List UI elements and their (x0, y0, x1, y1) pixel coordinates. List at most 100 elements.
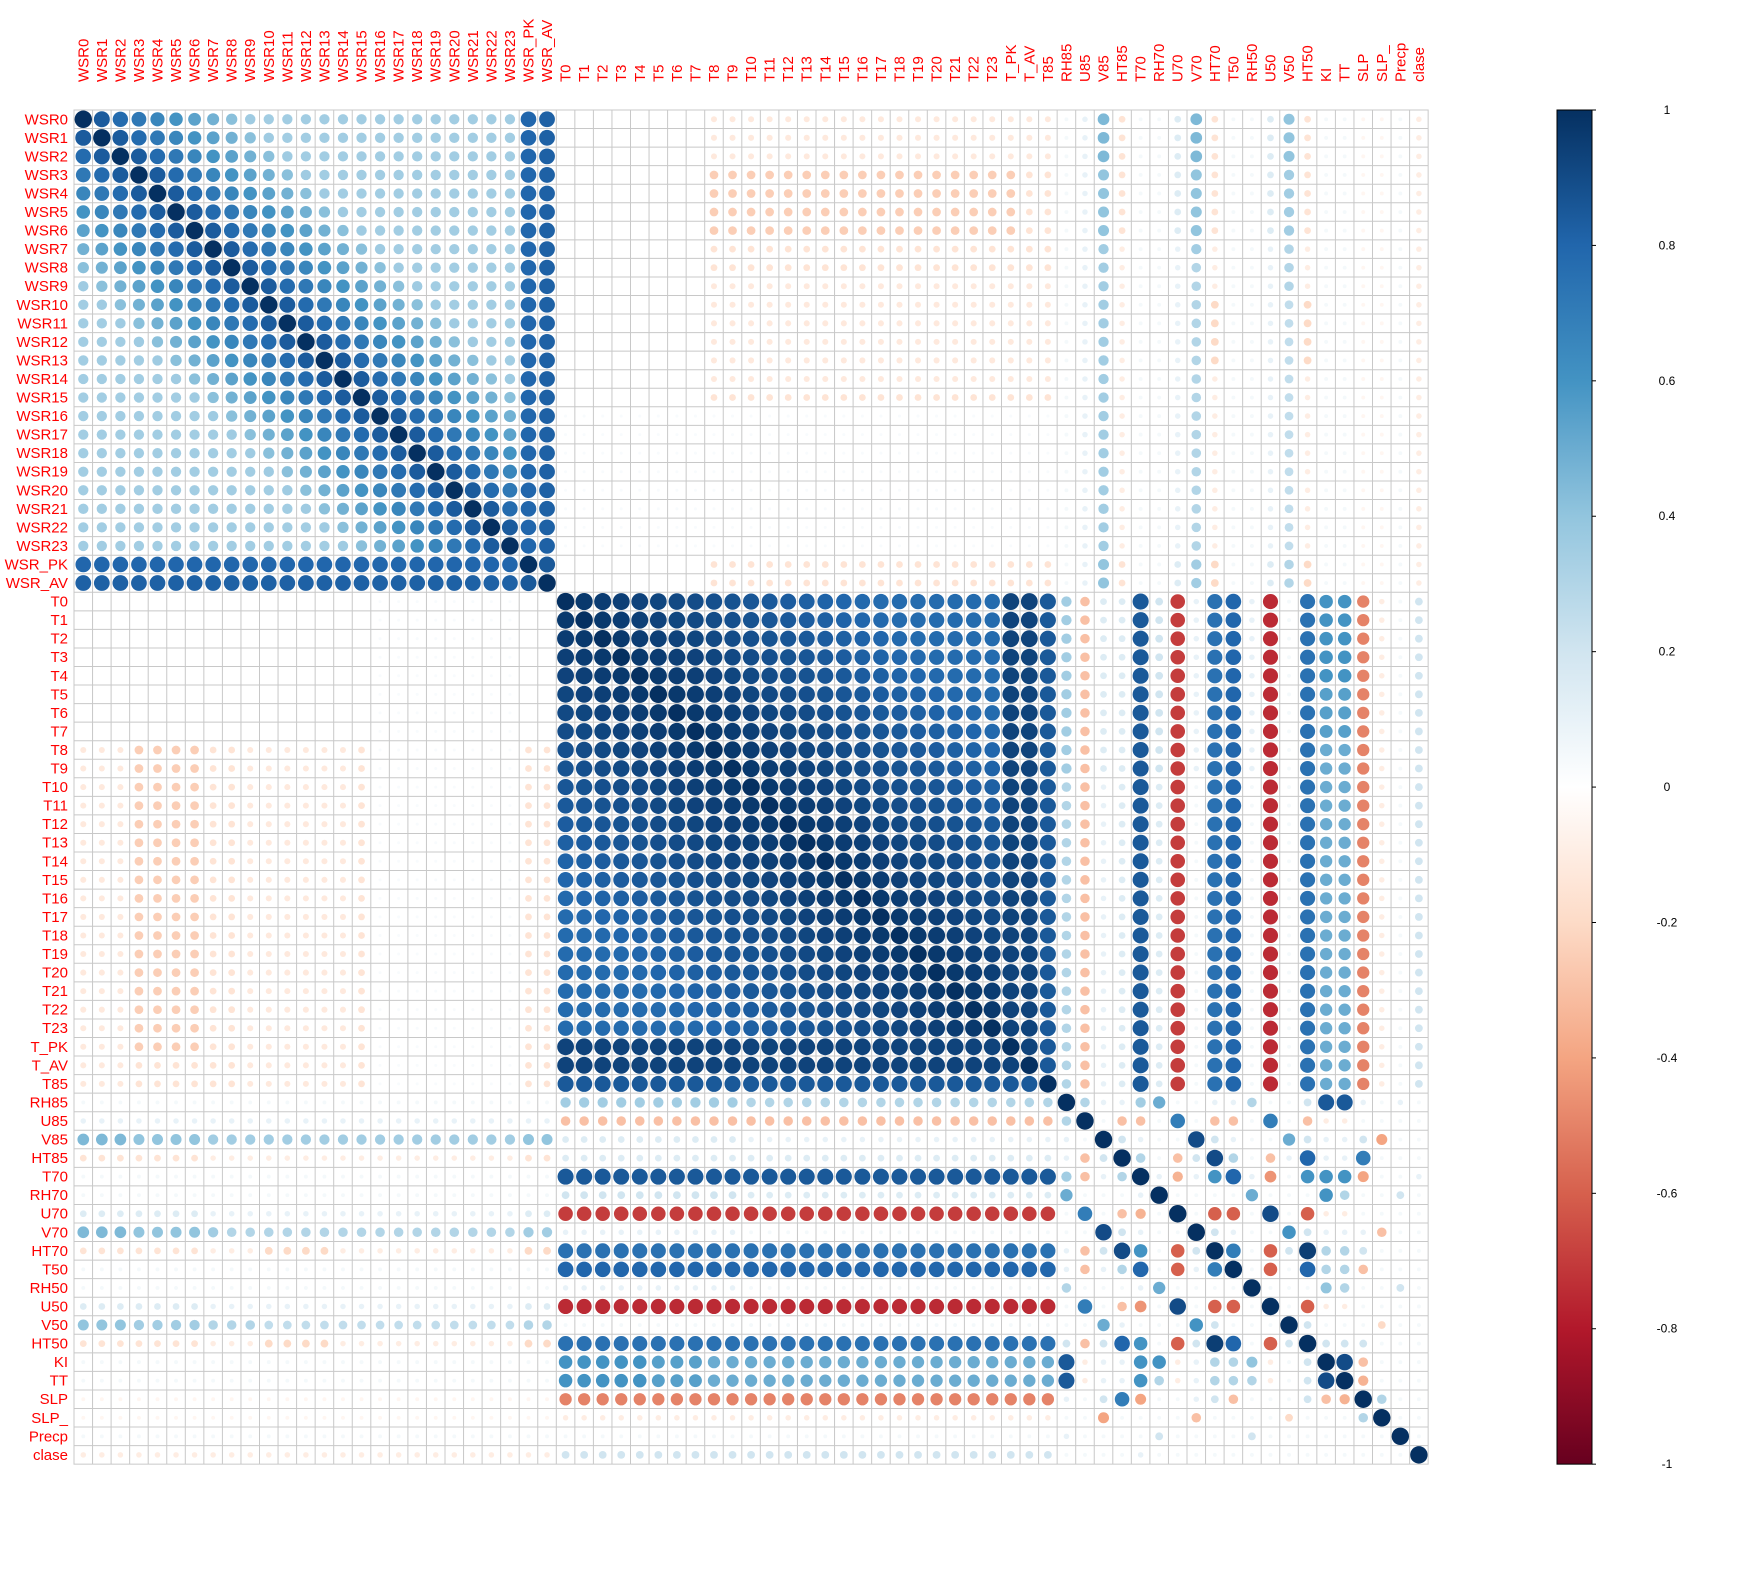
corr-circle-WSR20-TT (1343, 488, 1347, 492)
corr-circle-WSR17-T1 (583, 433, 586, 436)
corr-circle-RH85-WSR5 (174, 1100, 178, 1104)
corr-circle-KI-T13 (801, 1356, 813, 1368)
corr-circle-WSR3-HT70 (1211, 172, 1218, 179)
corr-circle-T23-T50 (1226, 1020, 1242, 1036)
corr-circle-T16-KI (1320, 892, 1332, 904)
corr-circle-V50-V85 (1097, 1319, 1109, 1331)
corr-circle-T7-clase (1415, 728, 1423, 736)
corr-circle-WSR3-HT85 (1119, 172, 1126, 179)
corr-circle-WSR5-TT (1343, 210, 1347, 214)
corr-circle-T10-T5 (650, 779, 667, 796)
corr-circle-HT50-T70 (1134, 1337, 1148, 1351)
corr-circle-WSR5-WSR16 (375, 207, 385, 217)
corr-circle-T11-Precp (1398, 804, 1402, 808)
corr-circle-T11-WSR8 (228, 802, 235, 809)
corr-circle-WSR21-WSR12 (301, 504, 311, 514)
corr-circle-T11-WSR12 (303, 803, 309, 809)
corr-circle-T10-WSR23 (508, 786, 511, 789)
corr-circle-WSR10-V85 (1098, 300, 1108, 310)
corr-circle-T10-WSR13 (321, 784, 327, 790)
corr-circle-WSR_AV-WSR15 (354, 575, 370, 591)
corr-circle-T_PK-TT (1339, 1041, 1351, 1053)
corr-circle-WSR3-WSR5 (168, 167, 183, 182)
corr-circle-HT50-WSR_PK (525, 1340, 533, 1348)
corr-circle-T15-clase (1415, 876, 1423, 884)
corr-circle-T11-T4 (632, 797, 649, 814)
corr-circle-WSR10-HT70 (1211, 301, 1219, 309)
corr-circle-T20-T4 (632, 965, 647, 980)
corr-circle-WSR9-T22 (971, 283, 977, 289)
corr-circle-T16-WSR5 (172, 894, 181, 903)
corr-circle-WSR6-WSR11 (281, 224, 295, 238)
corr-circle-WSR22-V85 (1098, 522, 1108, 532)
corr-circle-T8-T20 (929, 742, 945, 758)
corr-circle-WSR17-T0 (564, 433, 567, 436)
corr-circle-T3-V85 (1100, 654, 1107, 661)
corr-circle-WSR1-WSR14 (338, 133, 348, 143)
corr-circle-T23-WSR13 (321, 1025, 327, 1031)
corr-circle-WSR1-clase (1416, 135, 1422, 141)
corr-circle-T_PK-T18 (891, 1038, 908, 1055)
corr-circle-T22-T22 (965, 1001, 982, 1018)
corr-circle-V70-T19 (916, 1230, 920, 1234)
corr-circle-T6-T10 (743, 704, 760, 721)
corr-circle-WSR12-WSR5 (170, 336, 182, 348)
corr-circle-T10-T6 (668, 779, 685, 796)
corr-circle-WSR1-T10 (748, 135, 754, 141)
corr-circle-WSR20-T14 (824, 489, 827, 492)
corr-circle-WSR9-WSR5 (169, 279, 183, 293)
corr-circle-SLP-WSR17 (397, 1397, 401, 1401)
corr-circle-T11-T0 (558, 798, 574, 814)
corr-circle-T3-clase (1415, 653, 1423, 661)
corr-circle-T6-T2 (594, 704, 611, 721)
corr-circle-WSR3-WSR_PK (521, 167, 537, 183)
corr-circle-T7-WSR21 (471, 730, 474, 733)
corr-circle-T14-T15 (835, 853, 852, 870)
corr-circle-T14-T5 (650, 853, 666, 869)
corr-circle-HT85-RH70 (1157, 1156, 1161, 1160)
corr-circle-WSR14-WSR20 (448, 373, 461, 386)
corr-circle-T6-SLP (1357, 707, 1369, 719)
corr-circle-T8-T9 (724, 741, 741, 758)
corr-circle-WSR7-HT85 (1119, 246, 1125, 252)
corr-circle-SLP_-WSR5 (174, 1416, 178, 1420)
corr-circle-T11-T12 (780, 797, 797, 814)
corr-circle-T15-T11 (761, 871, 778, 888)
corr-circle-WSR2-KI (1324, 154, 1328, 158)
corr-circle-WSR5-WSR10 (262, 205, 276, 219)
corr-circle-T12-T18 (891, 816, 908, 833)
corr-circle-T20-WSR18 (416, 971, 419, 974)
corr-circle-T17-SLP_ (1379, 914, 1385, 920)
corr-circle-U85-WSR_PK (526, 1118, 532, 1124)
corr-circle-RH85-WSR20 (452, 1100, 456, 1104)
corr-circle-WSR_PK-T13 (803, 561, 810, 568)
corr-circle-WSR16-T_PK (1009, 415, 1012, 418)
corr-circle-RH50-T14 (823, 1286, 827, 1290)
corr-circle-T23-T22 (965, 1020, 982, 1037)
corr-circle-T70-WSR6 (193, 1175, 197, 1179)
corr-circle-WSR15-U70 (1175, 395, 1181, 401)
corr-circle-T14-WSR19 (434, 860, 437, 863)
corr-circle-WSR8-WSR8 (223, 259, 240, 276)
corr-circle-WSR4-T17 (877, 189, 886, 198)
corr-circle-T70-T22 (966, 1169, 982, 1185)
corr-circle-WSR20-WSR15 (355, 484, 369, 498)
corr-circle-WSR20-WSR10 (264, 485, 274, 495)
corr-circle-T16-T18 (891, 890, 908, 907)
corr-circle-HT85-WSR9 (247, 1155, 253, 1161)
corr-circle-HT85-WSR15 (359, 1155, 365, 1161)
corr-circle-T4-T2 (594, 667, 611, 684)
corr-circle-T15-WSR22 (490, 878, 493, 881)
corr-circle-WSR21-V85 (1098, 504, 1108, 514)
corr-circle-T50-T8 (706, 1262, 722, 1278)
corr-circle-U70-V50 (1287, 1212, 1291, 1216)
corr-circle-T50-WSR13 (322, 1267, 326, 1271)
corr-circle-WSR2-T12 (785, 153, 791, 159)
corr-circle-RH70-WSR2 (118, 1193, 122, 1197)
corr-circle-U70-clase (1417, 1212, 1421, 1216)
corr-circle-T3-WSR21 (471, 656, 474, 659)
corr-circle-T7-T8 (705, 723, 722, 740)
corr-circle-KI-T16 (856, 1356, 868, 1368)
corr-circle-KI-T11 (763, 1356, 775, 1368)
corr-circle-T_AV-WSR2 (117, 1062, 123, 1068)
